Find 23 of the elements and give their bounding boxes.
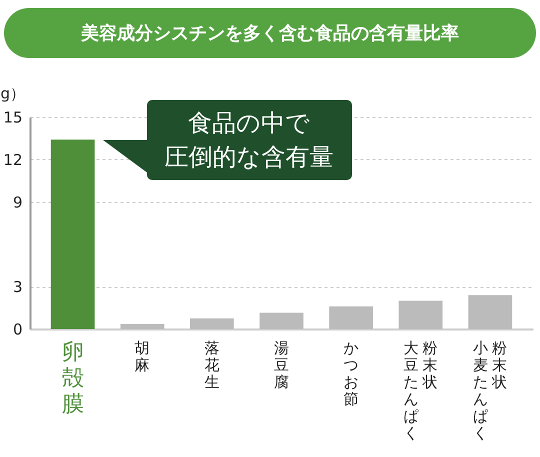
x-tick-label: かつお節: [343, 339, 359, 408]
bar: [398, 300, 443, 329]
category-label: 粉末状大豆たんぱく: [404, 339, 438, 442]
category-label: 粉末状小麦たんぱく: [473, 339, 507, 442]
y-tick-label: 0: [12, 320, 22, 338]
y-tick-label: 12: [3, 150, 22, 169]
annotation: 食品の中で: [187, 108, 312, 139]
bar: [50, 140, 95, 329]
x-tick-label: 落花生: [204, 339, 220, 391]
bar: [260, 312, 304, 329]
bar: [329, 306, 373, 329]
annotation: 圧倒的な含有量: [164, 142, 334, 173]
bar: [190, 318, 234, 329]
y-axis-title: g）: [0, 84, 26, 102]
chart-title: 美容成分シスチンを多く含む食品の含有量比率: [4, 8, 536, 58]
x-tick-label: 卵殻膜: [61, 340, 84, 418]
x-tick-label: 湯豆腐: [274, 339, 290, 391]
bar: [468, 295, 512, 329]
x-tick-label: 胡麻: [134, 339, 150, 374]
y-tick-label: 3: [12, 278, 22, 296]
y-tick-label: 15: [3, 108, 22, 126]
y-tick-label: 9: [12, 193, 22, 212]
bar: [120, 324, 164, 329]
